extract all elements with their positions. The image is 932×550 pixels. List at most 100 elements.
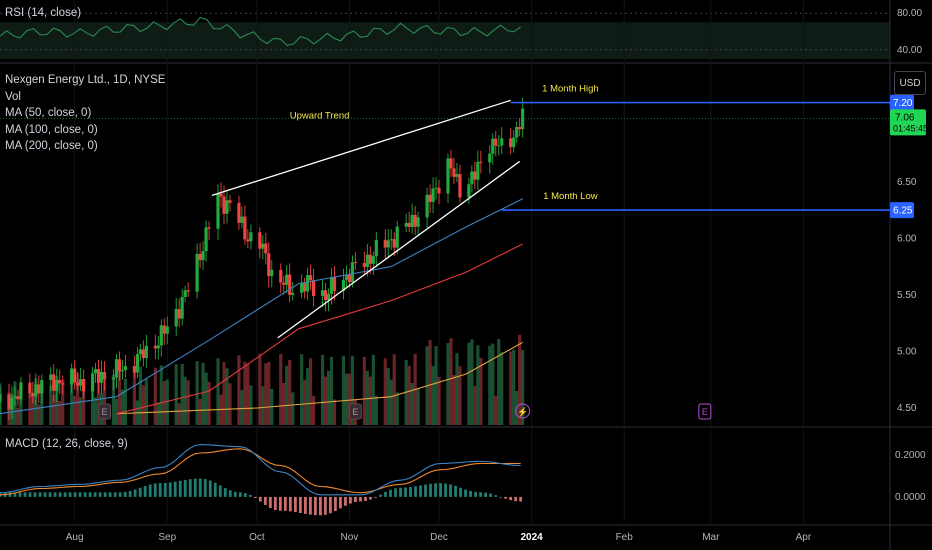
candle-body bbox=[61, 383, 65, 385]
candle-body bbox=[198, 253, 202, 261]
volume-bar bbox=[216, 358, 220, 425]
candle-body bbox=[0, 394, 2, 403]
candle-body bbox=[159, 325, 163, 346]
earnings-icon bbox=[698, 403, 712, 420]
volume-bar bbox=[141, 385, 145, 425]
level-price-tag-label: 6.25 bbox=[893, 206, 913, 217]
macd-line bbox=[0, 444, 521, 496]
candle-body bbox=[73, 368, 77, 383]
macd-histogram-bar bbox=[88, 492, 92, 497]
macd-histogram-bar bbox=[354, 496, 357, 503]
macd-histogram-bar bbox=[429, 483, 432, 497]
candle-body bbox=[518, 127, 522, 130]
candle-body bbox=[521, 108, 525, 130]
candle-body bbox=[96, 369, 101, 383]
candle-body bbox=[207, 227, 211, 229]
volume-bar bbox=[509, 351, 513, 425]
macd-histogram-bar bbox=[258, 496, 262, 502]
candle-body bbox=[416, 217, 420, 227]
volume-bar bbox=[344, 373, 349, 425]
macd-histogram-bar bbox=[509, 496, 513, 501]
volume-bar bbox=[428, 339, 432, 425]
macd-histogram-bar bbox=[449, 484, 452, 497]
volume-bar bbox=[207, 381, 211, 425]
macd-histogram-bar bbox=[138, 487, 142, 497]
macd-histogram-bar bbox=[434, 483, 437, 497]
volume-bar bbox=[52, 395, 56, 425]
volume-bar bbox=[180, 363, 184, 425]
volume-bar bbox=[96, 370, 101, 425]
candle-body bbox=[288, 274, 292, 295]
volume-bar bbox=[521, 349, 525, 425]
candle-body bbox=[347, 274, 352, 283]
volume-bar bbox=[222, 362, 226, 425]
macd-histogram-bar bbox=[404, 487, 407, 497]
volume-bar bbox=[309, 358, 313, 425]
candle-body bbox=[374, 239, 378, 257]
candle-body bbox=[446, 158, 450, 194]
macd-histogram-bar bbox=[459, 487, 462, 497]
candle-body bbox=[309, 275, 313, 281]
candle-body bbox=[243, 216, 247, 240]
macd-histogram-bar bbox=[233, 491, 237, 497]
candle-body bbox=[90, 373, 95, 392]
candle-body bbox=[431, 188, 435, 202]
macd-histogram-bar bbox=[8, 492, 12, 497]
macd-histogram-bar bbox=[379, 494, 382, 497]
candle-body bbox=[341, 279, 346, 291]
volume-bar bbox=[240, 390, 244, 425]
volume-bar bbox=[93, 397, 98, 425]
price-tick-label: 6.00 bbox=[897, 233, 917, 244]
macd-histogram-bar bbox=[53, 492, 57, 497]
macd-histogram-bar bbox=[303, 496, 307, 514]
x-tick-label: Oct bbox=[249, 532, 265, 543]
candle-body bbox=[326, 293, 331, 300]
volume-bar bbox=[437, 376, 441, 425]
annotation-text: 1 Month High bbox=[542, 83, 599, 94]
volume-bar bbox=[258, 353, 262, 425]
volume-bar bbox=[288, 359, 292, 425]
volume-bar bbox=[311, 395, 316, 425]
candle-body bbox=[204, 227, 208, 252]
trend-line bbox=[277, 160, 521, 339]
volume-bar bbox=[249, 385, 253, 425]
volume-bar bbox=[362, 356, 366, 425]
macd-histogram-bar bbox=[193, 478, 197, 497]
macd-histogram-bar bbox=[444, 483, 447, 497]
volume-bar bbox=[61, 379, 65, 425]
candle-body bbox=[19, 382, 23, 400]
candle-body bbox=[300, 282, 304, 293]
macd-histogram-bar bbox=[268, 496, 272, 509]
candle-body bbox=[470, 171, 474, 185]
candle-body bbox=[479, 161, 483, 163]
rsi-label: RSI (14, close) bbox=[5, 7, 82, 19]
candle-body bbox=[201, 251, 205, 261]
candle-body bbox=[350, 262, 355, 283]
candle-body bbox=[246, 239, 250, 242]
volume-bar bbox=[473, 385, 477, 425]
candle-body bbox=[79, 379, 83, 386]
candle-body bbox=[114, 359, 119, 378]
volume-bar bbox=[497, 338, 501, 425]
candle-body bbox=[49, 374, 53, 381]
volume-bar bbox=[111, 374, 116, 425]
macd-histogram-bar bbox=[439, 483, 442, 497]
candle-body bbox=[186, 290, 190, 292]
volume-bar bbox=[16, 407, 20, 425]
volume-bar bbox=[371, 354, 375, 425]
trend-line bbox=[211, 99, 511, 196]
volume-bar bbox=[323, 376, 328, 425]
candle-body bbox=[82, 379, 86, 392]
currency-button[interactable]: USD bbox=[894, 71, 926, 95]
volume-bar bbox=[156, 402, 160, 425]
signal-line bbox=[0, 448, 521, 496]
candle-body bbox=[240, 216, 244, 223]
ma200-line bbox=[116, 341, 523, 415]
macd-histogram-bar bbox=[263, 496, 267, 506]
macd-histogram-bar bbox=[108, 492, 112, 497]
candle-body bbox=[144, 345, 148, 359]
candle-body bbox=[509, 138, 513, 148]
volume-bar bbox=[138, 366, 142, 425]
volume-bar bbox=[512, 349, 516, 425]
